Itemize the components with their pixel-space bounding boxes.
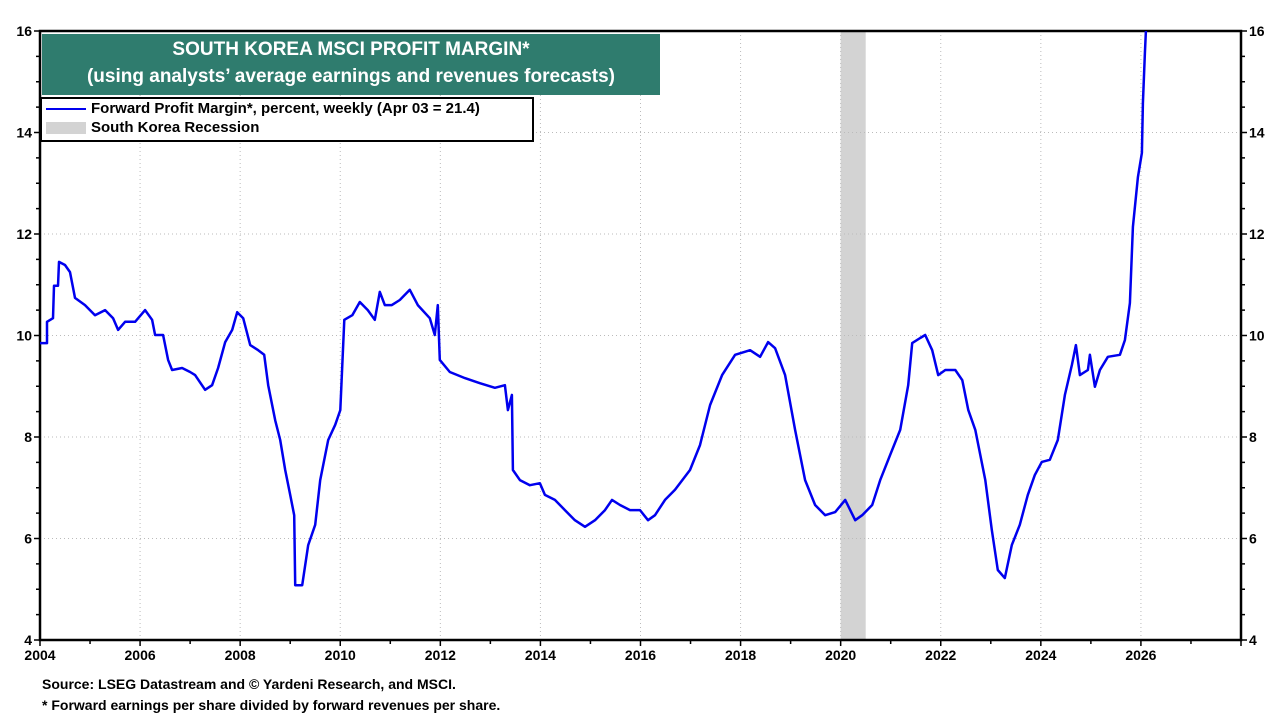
legend: Forward Profit Margin*, percent, weekly …: [40, 97, 534, 142]
x-tick-label: 2026: [1125, 647, 1156, 663]
x-tick-label: 2016: [625, 647, 656, 663]
chart-title-box: SOUTH KOREA MSCI PROFIT MARGIN* (using a…: [42, 34, 660, 95]
y-tick-label-left: 6: [24, 531, 32, 547]
source-note: Source: LSEG Datastream and © Yardeni Re…: [42, 676, 456, 692]
y-tick-label-right: 14: [1249, 125, 1265, 141]
x-tick-label: 2020: [825, 647, 856, 663]
legend-item-series: Forward Profit Margin*, percent, weekly …: [46, 99, 532, 118]
x-tick-label: 2012: [425, 647, 456, 663]
y-tick-label-left: 14: [16, 125, 32, 141]
legend-recession-label: South Korea Recession: [91, 119, 260, 136]
chart-subtitle: (using analysts’ average earnings and re…: [86, 66, 615, 87]
y-tick-label-left: 12: [16, 226, 32, 242]
y-tick-label-right: 6: [1249, 531, 1257, 547]
legend-series-label: Forward Profit Margin*, percent, weekly …: [91, 100, 480, 117]
y-tick-label-right: 12: [1249, 226, 1265, 242]
y-tick-label-left: 4: [24, 632, 32, 648]
y-tick-label-right: 4: [1249, 632, 1257, 648]
legend-item-recession: South Korea Recession: [46, 118, 532, 137]
x-tick-label: 2014: [525, 647, 556, 663]
y-tick-label-right: 8: [1249, 429, 1257, 445]
y-tick-label-left: 10: [16, 328, 32, 344]
y-tick-label-right: 10: [1249, 328, 1265, 344]
x-tick-label: 2024: [1025, 647, 1056, 663]
y-tick-label-left: 16: [16, 23, 32, 39]
x-tick-label: 2010: [325, 647, 356, 663]
x-tick-label: 2006: [125, 647, 156, 663]
chart-title: SOUTH KOREA MSCI PROFIT MARGIN*: [172, 39, 530, 60]
legend-recession-swatch: [46, 121, 86, 134]
x-tick-label: 2004: [24, 647, 55, 663]
x-tick-label: 2008: [225, 647, 256, 663]
series-line-forward-profit-margin: [40, 30, 1148, 587]
x-tick-label: 2022: [925, 647, 956, 663]
y-tick-label-left: 8: [24, 429, 32, 445]
y-tick-label-right: 16: [1249, 23, 1265, 39]
legend-line-swatch: [46, 107, 86, 110]
x-tick-label: 2018: [725, 647, 756, 663]
footnote: * Forward earnings per share divided by …: [42, 697, 501, 713]
